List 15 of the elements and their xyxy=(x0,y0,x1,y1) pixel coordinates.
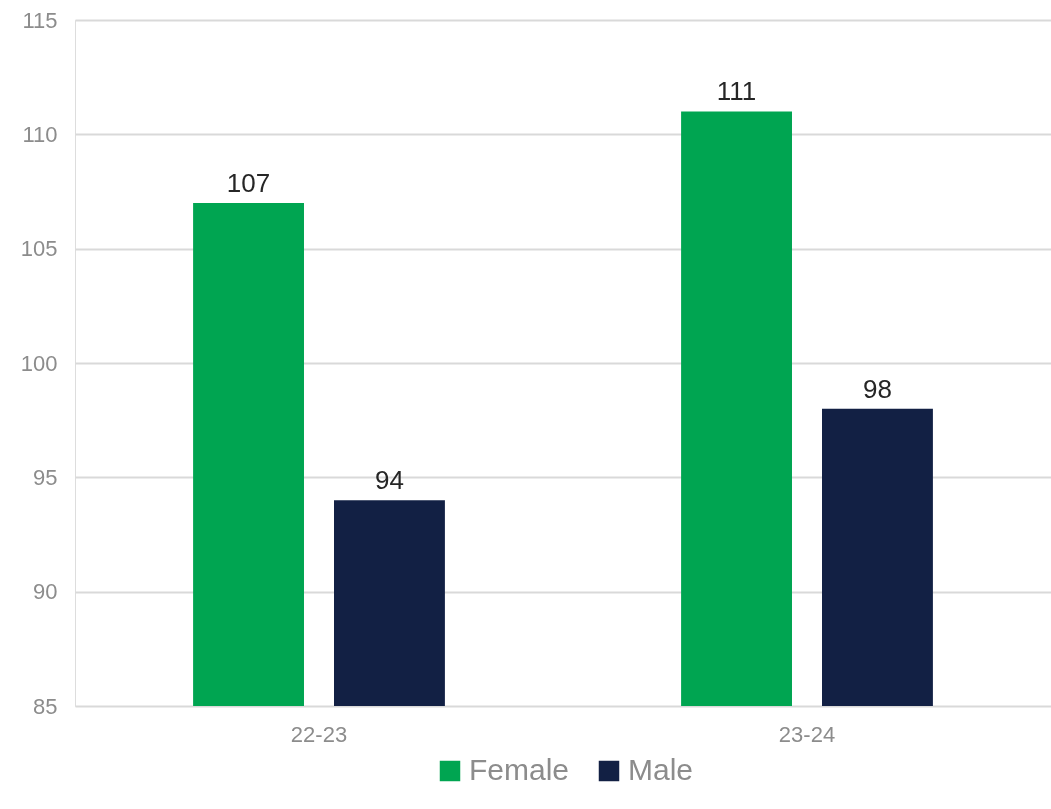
x-tick-label: 23-24 xyxy=(778,721,836,747)
y-tick-label: 115 xyxy=(22,7,58,33)
legend-label: Male xyxy=(628,753,694,786)
y-tick-label: 90 xyxy=(33,579,58,605)
x-tick-label: 22-23 xyxy=(290,721,348,747)
y-tick-label: 85 xyxy=(33,693,58,719)
y-tick-label: 105 xyxy=(20,236,58,262)
data-label: 94 xyxy=(374,465,404,496)
y-tick-label: 100 xyxy=(20,350,58,376)
data-label: 98 xyxy=(862,373,892,404)
y-tick-label: 110 xyxy=(22,121,58,147)
data-label: 107 xyxy=(226,167,271,198)
y-tick-label: 95 xyxy=(33,464,58,490)
data-label: 111 xyxy=(716,76,757,107)
legend-label: Female xyxy=(469,753,570,786)
